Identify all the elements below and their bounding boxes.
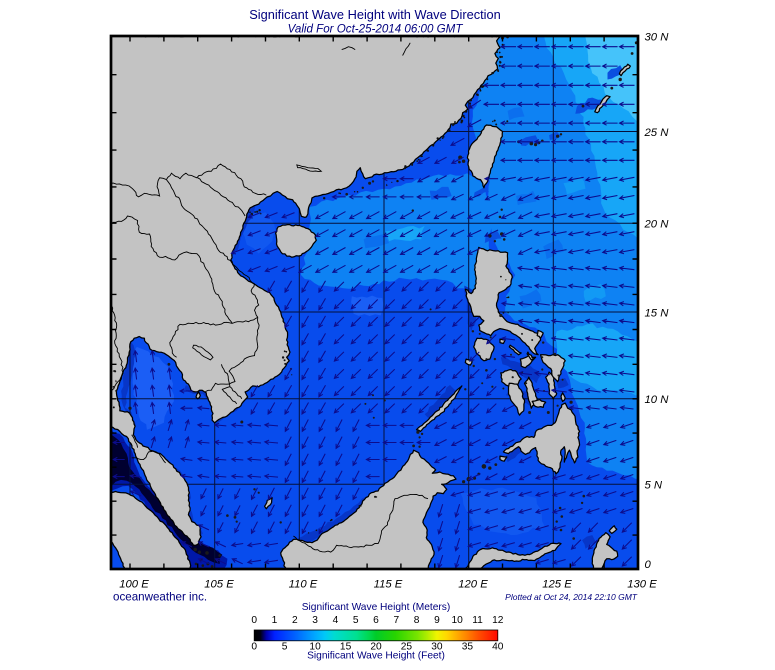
svg-text:Significant Wave Height (Meter: Significant Wave Height (Meters) [302,602,451,613]
svg-text:oceanweather inc.: oceanweather inc. [113,591,207,604]
svg-text:15: 15 [340,641,352,652]
svg-text:5: 5 [282,641,288,652]
svg-text:1: 1 [272,615,278,626]
svg-text:0: 0 [251,641,257,652]
svg-text:12: 12 [492,615,504,626]
svg-text:20: 20 [370,641,382,652]
svg-text:120 E: 120 E [458,579,488,591]
svg-text:40: 40 [492,641,504,652]
svg-text:10 N: 10 N [645,394,670,406]
svg-text:105 E: 105 E [204,579,234,591]
svg-text:Valid For Oct-25-2014 06:00 GM: Valid For Oct-25-2014 06:00 GMT [288,23,464,36]
svg-text:Significant Wave Height (Feet): Significant Wave Height (Feet) [307,651,445,662]
svg-text:100 E: 100 E [119,579,149,591]
svg-text:30: 30 [431,641,443,652]
svg-text:25: 25 [401,641,413,652]
svg-text:4: 4 [333,615,339,626]
svg-text:8: 8 [414,615,420,626]
svg-text:7: 7 [393,615,399,626]
svg-text:9: 9 [434,615,440,626]
svg-text:5 N: 5 N [645,480,663,492]
svg-text:0: 0 [645,559,652,571]
svg-text:Plotted at Oct 24, 2014 22:10: Plotted at Oct 24, 2014 22:10 GMT [505,592,638,602]
svg-text:30 N: 30 N [645,31,670,43]
svg-text:20 N: 20 N [644,219,670,231]
svg-text:110 E: 110 E [289,579,318,591]
svg-text:35: 35 [462,641,474,652]
svg-text:6: 6 [373,615,379,626]
svg-text:3: 3 [312,615,318,626]
svg-text:Significant Wave Height with W: Significant Wave Height with Wave Direct… [249,7,501,22]
svg-text:2: 2 [292,615,298,626]
svg-text:115 E: 115 E [374,579,403,591]
svg-text:5: 5 [353,615,359,626]
svg-text:10: 10 [452,615,464,626]
svg-text:0: 0 [251,615,257,626]
svg-text:125 E: 125 E [542,579,572,591]
svg-text:25 N: 25 N [644,127,670,139]
svg-text:10: 10 [309,641,321,652]
svg-text:15 N: 15 N [645,307,670,319]
svg-text:11: 11 [472,615,483,626]
svg-text:130 E: 130 E [627,579,657,591]
